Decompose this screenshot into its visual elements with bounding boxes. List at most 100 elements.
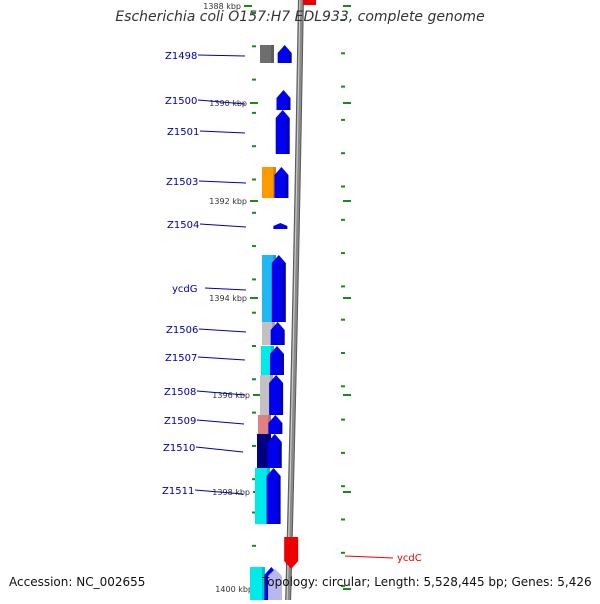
tick-mark-outer <box>341 285 345 288</box>
gene-arrow-z1507 <box>269 346 284 375</box>
gene-arrow-shade-z1507 <box>280 354 284 375</box>
gene-arrow-shade-z1501 <box>286 118 290 154</box>
gene-arrow-z1498 <box>277 45 292 63</box>
tick-mark-outer <box>341 252 345 255</box>
gene-leader-z1508 <box>196 390 246 396</box>
gene-leader-z1509 <box>196 419 245 425</box>
gene-label-z1510: Z1510 <box>163 443 195 454</box>
gene-cog-box-z1503 <box>262 167 276 198</box>
tick-mark-outer <box>341 585 345 588</box>
gene-label-ycdg: ycdG <box>172 284 198 295</box>
gene-arrow-shade-z1498 <box>288 53 292 63</box>
gene-label-z1506: Z1506 <box>166 325 198 336</box>
tick-mark-inner <box>252 12 256 14</box>
ruler-tick-major-outer <box>343 102 351 104</box>
tick-mark-inner <box>252 278 256 281</box>
gene-leader-z1507 <box>197 356 246 361</box>
tick-mark-inner <box>252 478 256 481</box>
tick-mark-outer <box>341 85 345 88</box>
tick-mark-outer <box>341 385 345 388</box>
gene-arrow-z1511 <box>266 468 281 524</box>
ruler-tick-major <box>250 200 258 202</box>
gene-arrow-shade-z1506 <box>281 330 285 345</box>
tick-mark-outer <box>341 485 345 488</box>
gene-arrow-shade-z1511 <box>277 476 281 524</box>
gene-leader-z1498 <box>197 54 246 57</box>
gene-label-z1508: Z1508 <box>164 387 196 398</box>
ruler-tick-major <box>250 297 258 299</box>
gene-leader-ycdg <box>204 287 247 291</box>
tick-mark-inner <box>252 444 256 447</box>
gene-cog-shade-z1498 <box>271 45 274 63</box>
gene-cog-box-z1510 <box>257 434 271 468</box>
gene-label-z1504: Z1504 <box>167 220 199 231</box>
gene-label-z1500: Z1500 <box>165 96 197 107</box>
backbone-highlight <box>286 0 301 604</box>
gene-arrow-shade-ycdg <box>282 263 286 322</box>
tick-mark-outer <box>341 118 345 121</box>
tick-mark-inner <box>252 544 256 547</box>
gene-arrow-z1510 <box>267 434 282 468</box>
gene-label-z1498: Z1498 <box>165 51 197 62</box>
gene-leader-z1506 <box>198 328 247 333</box>
gene-cog-box-z1498 <box>260 45 274 63</box>
gene-arrow-z1501 <box>275 110 290 154</box>
gene-arrow-shade-z1510 <box>278 442 282 468</box>
tick-mark-outer <box>341 152 345 155</box>
tick-mark-outer <box>341 218 345 221</box>
ruler-label: 1390 kbp <box>209 99 247 108</box>
gene-label-z1511: Z1511 <box>162 486 194 497</box>
ruler-tick-major <box>244 5 252 7</box>
tick-mark-outer <box>341 451 345 454</box>
ruler-label: 1392 kbp <box>209 197 247 206</box>
tick-mark-inner <box>252 78 256 81</box>
tick-mark-outer <box>341 19 345 21</box>
gene-arrow-ycdc <box>284 537 299 569</box>
gene-leader-z1500 <box>197 99 246 105</box>
gene-label-z1503: Z1503 <box>166 177 198 188</box>
gene-arrow-z1500 <box>276 90 291 110</box>
tick-mark-outer <box>341 518 345 521</box>
gene-leader-z1501 <box>199 130 246 134</box>
gene-label-z1507: Z1507 <box>165 353 197 364</box>
tick-mark-inner <box>252 45 256 48</box>
gene-label-z1501: Z1501 <box>167 127 199 138</box>
gene-arrow-shade-z1508 <box>280 383 284 415</box>
tick-mark-outer <box>341 418 345 421</box>
gene-leader-z1504 <box>199 223 247 228</box>
gene-label-ycdc: ycdC <box>397 553 422 564</box>
tick-mark-inner <box>252 345 256 347</box>
gene-arrow-z1509 <box>268 415 283 434</box>
ruler-tick-major-outer <box>343 394 351 396</box>
tick-mark-outer <box>341 318 345 321</box>
partial-gene-top <box>303 0 316 5</box>
tick-mark-outer <box>341 551 345 554</box>
ruler-tick-major-outer <box>343 297 351 299</box>
map-title: Escherichia coli O157:H7 EDL933, complet… <box>115 9 485 25</box>
tick-mark-inner <box>252 111 256 114</box>
tick-mark-outer <box>341 185 345 188</box>
ruler-tick-major <box>250 102 258 104</box>
gene-arrow-shade-z1509 <box>279 423 283 434</box>
gene-label-z1509: Z1509 <box>164 416 196 427</box>
gene-leader-z1503 <box>198 180 247 184</box>
tick-mark-inner <box>252 411 256 414</box>
ruler-label: 1396 kbp <box>212 391 250 400</box>
backbone <box>286 0 303 604</box>
tick-mark-inner <box>252 245 256 248</box>
tick-mark-inner <box>252 311 256 314</box>
gene-arrow-z1504 <box>273 223 288 229</box>
ruler-tick-major <box>253 394 261 396</box>
ruler-tick-major-outer <box>343 588 351 590</box>
tick-mark-inner <box>252 145 256 148</box>
gene-arrow-shade-z1500 <box>287 98 291 110</box>
tick-mark-outer <box>341 352 345 354</box>
ruler-label: 1400 kbp <box>215 585 253 594</box>
ruler-tick-major-outer <box>343 200 351 202</box>
gene-arrow-z1508 <box>269 375 284 415</box>
tick-mark-inner <box>252 511 256 514</box>
gene-leader-z1510 <box>195 446 244 453</box>
tick-mark-inner <box>252 211 256 214</box>
